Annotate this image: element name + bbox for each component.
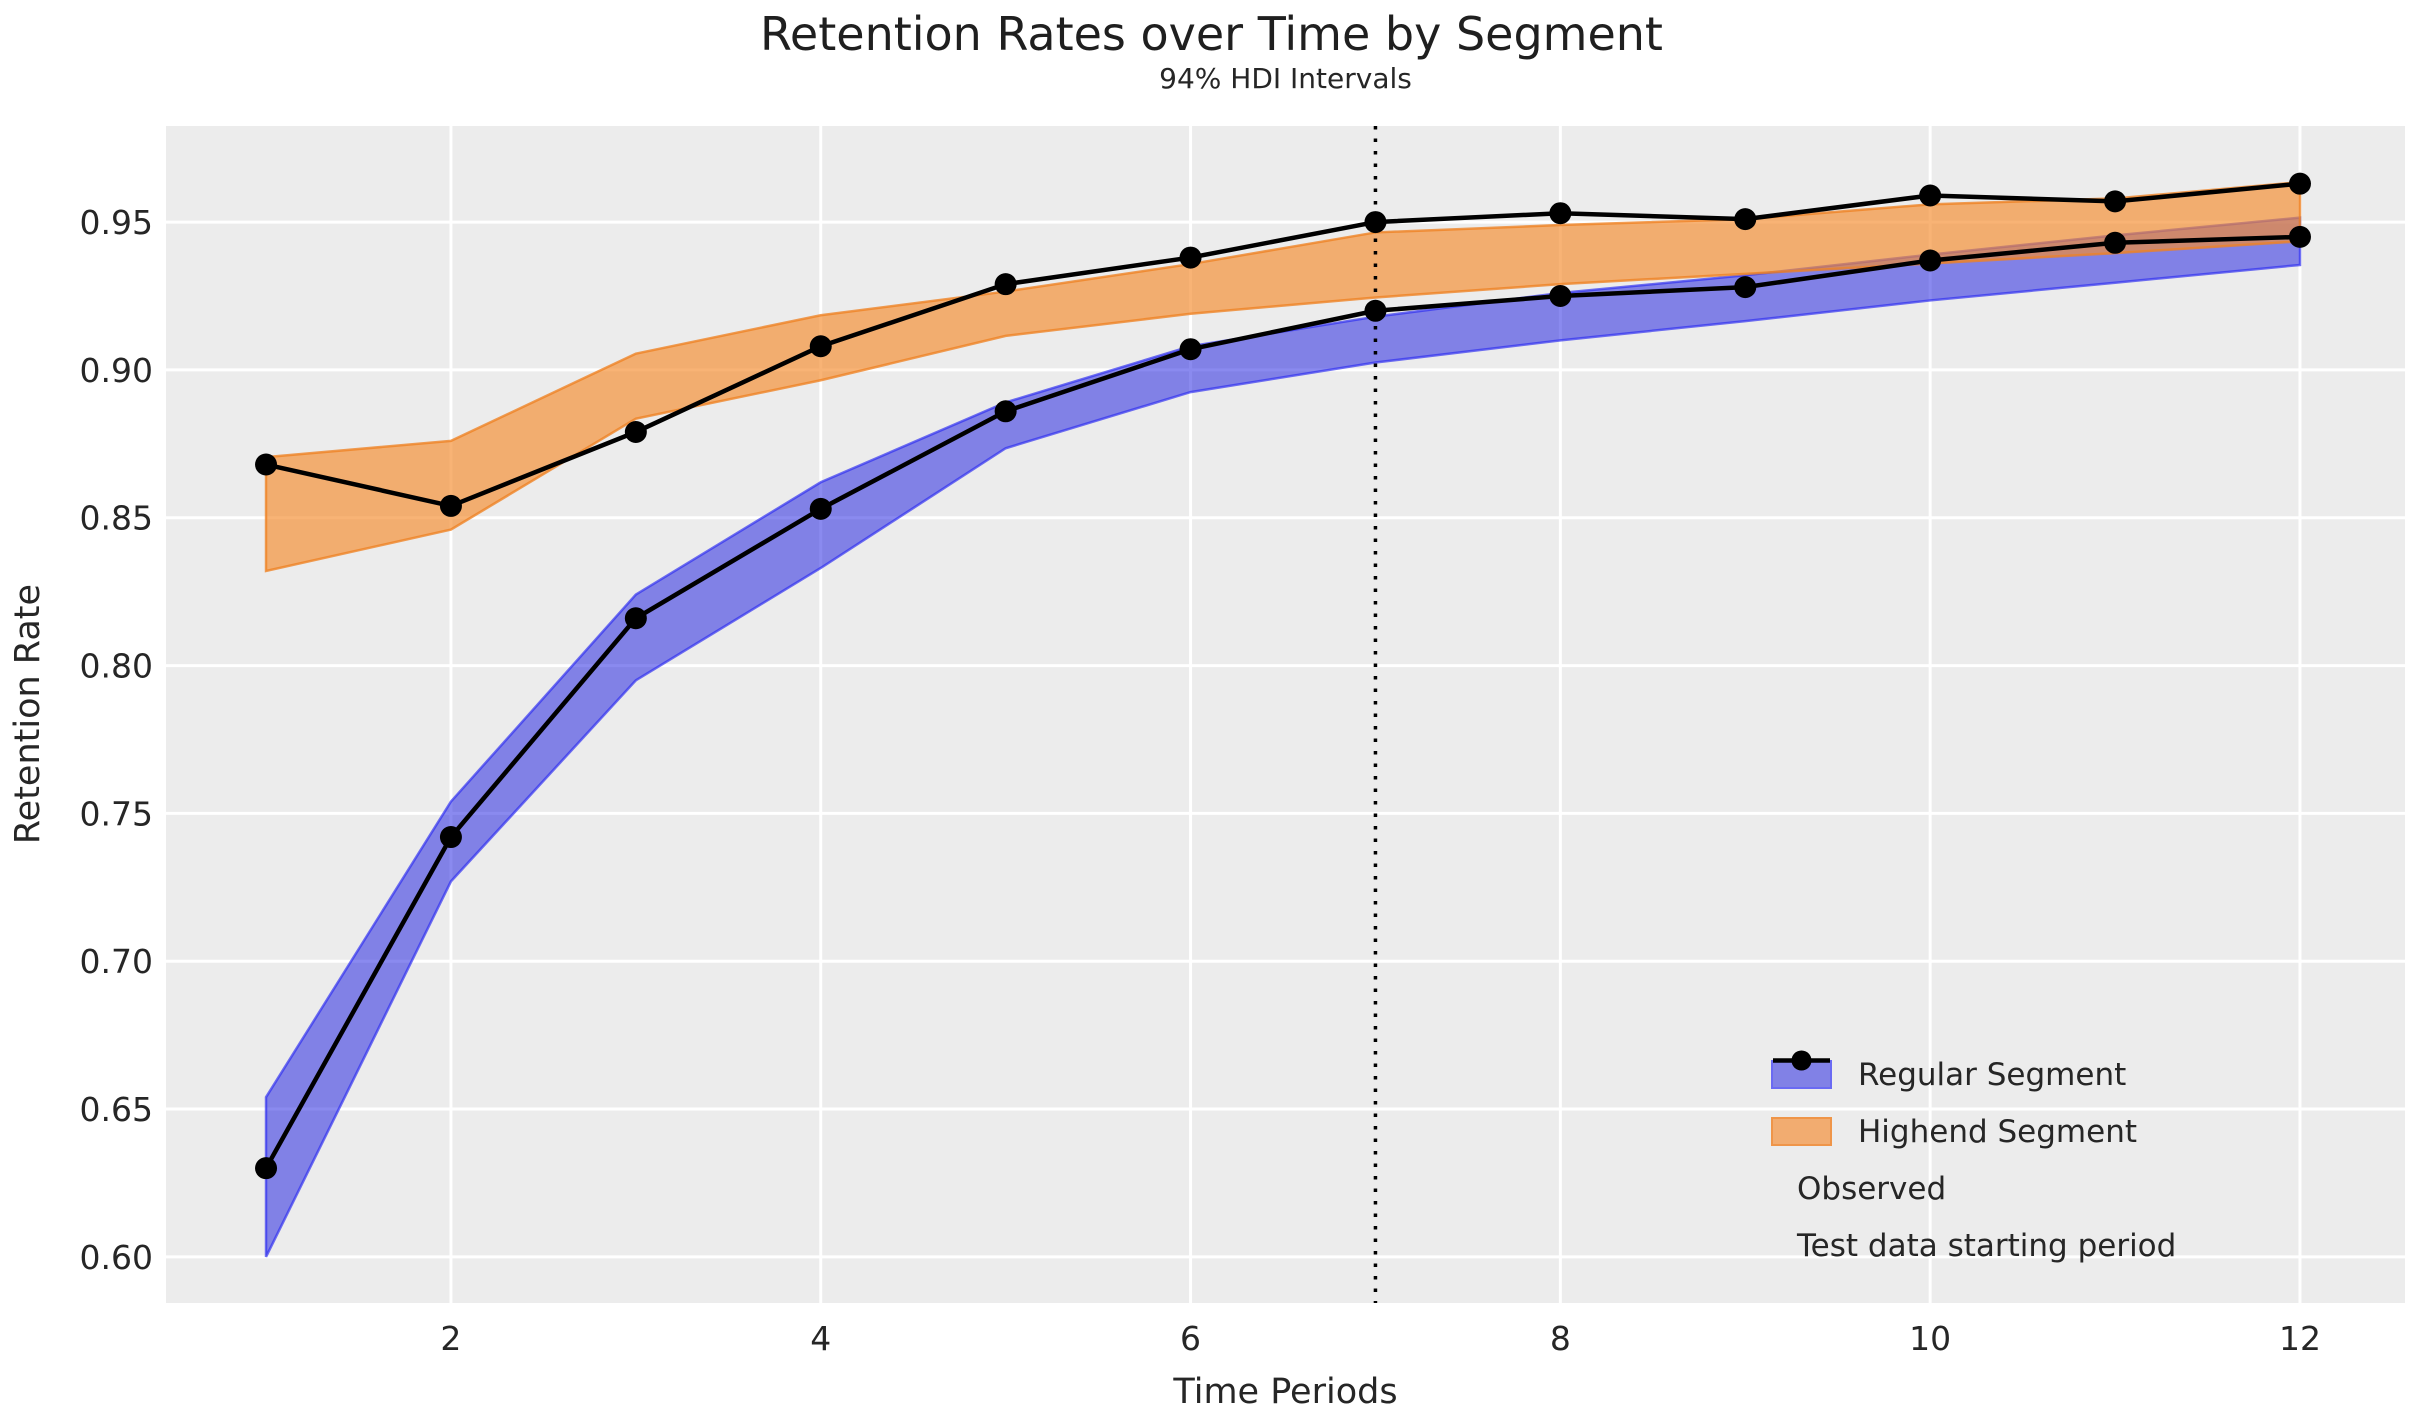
y-tick-label: 0.70 bbox=[80, 942, 153, 981]
y-tick-label: 0.85 bbox=[80, 499, 153, 538]
x-axis-label: Time Periods bbox=[1173, 1372, 1398, 1412]
legend-label: Regular Segment bbox=[1858, 1056, 2127, 1093]
observed-point bbox=[255, 453, 278, 476]
y-axis-label: Retention Rate bbox=[8, 583, 48, 845]
y-tick-label: 0.75 bbox=[80, 794, 153, 833]
x-tick-label: 6 bbox=[1180, 1319, 1201, 1358]
highend-band-swatch-icon bbox=[1771, 1117, 1832, 1146]
chart-title: Retention Rates over Time by Segment bbox=[760, 7, 1663, 61]
legend-label: Observed bbox=[1797, 1170, 1947, 1207]
observed-point bbox=[624, 421, 647, 444]
observed-point bbox=[809, 335, 832, 358]
observed-point bbox=[2104, 231, 2127, 254]
observed-point bbox=[255, 1157, 278, 1180]
x-tick-label: 10 bbox=[1909, 1319, 1951, 1358]
y-tick-label: 0.95 bbox=[80, 203, 153, 242]
x-tick-label: 2 bbox=[440, 1319, 461, 1358]
x-tick-label: 8 bbox=[1550, 1319, 1571, 1358]
observed-point bbox=[1919, 184, 1942, 207]
legend: Regular Segment Highend Segment Observed… bbox=[1771, 1046, 2176, 1274]
observed-point bbox=[1919, 249, 1942, 272]
observed-point bbox=[439, 826, 462, 849]
legend-item-regular-segment: Regular Segment bbox=[1771, 1046, 2176, 1103]
y-tick-label: 0.60 bbox=[80, 1238, 153, 1277]
observed-point bbox=[439, 494, 462, 517]
observed-point bbox=[2288, 225, 2311, 248]
observed-point bbox=[1734, 276, 1757, 299]
x-tick-label: 4 bbox=[810, 1319, 831, 1358]
observed-point bbox=[624, 607, 647, 630]
observed-point bbox=[1179, 246, 1202, 269]
observed-point bbox=[809, 497, 832, 520]
legend-item-observed: Observed bbox=[1771, 1050, 2176, 1217]
observed-point bbox=[1549, 202, 1572, 225]
observed-point bbox=[994, 273, 1017, 296]
observed-point bbox=[1549, 285, 1572, 308]
observed-point bbox=[2104, 190, 2127, 213]
legend-item-highend-segment: Highend Segment bbox=[1771, 1103, 2176, 1160]
y-tick-label: 0.80 bbox=[80, 647, 153, 686]
x-tick-label: 12 bbox=[2279, 1319, 2321, 1358]
chart-subtitle: 94% HDI Intervals bbox=[1159, 62, 1412, 95]
observed-point bbox=[994, 400, 1017, 423]
legend-label: Test data starting period bbox=[1797, 1227, 2177, 1264]
y-tick-label: 0.65 bbox=[80, 1090, 153, 1129]
observed-line-highend bbox=[265, 181, 2301, 509]
observed-point bbox=[1364, 299, 1387, 322]
legend-item-test-period: Test data starting period bbox=[1771, 1058, 2177, 1274]
observed-line-regular bbox=[264, 234, 2301, 1170]
observed-point bbox=[2288, 172, 2311, 195]
y-tick-label: 0.90 bbox=[80, 351, 153, 390]
legend-label: Highend Segment bbox=[1858, 1113, 2137, 1150]
observed-point bbox=[1179, 338, 1202, 361]
observed-point bbox=[1364, 211, 1387, 234]
observed-point bbox=[1734, 208, 1757, 231]
dotted-line-icon bbox=[1773, 1058, 1830, 1063]
